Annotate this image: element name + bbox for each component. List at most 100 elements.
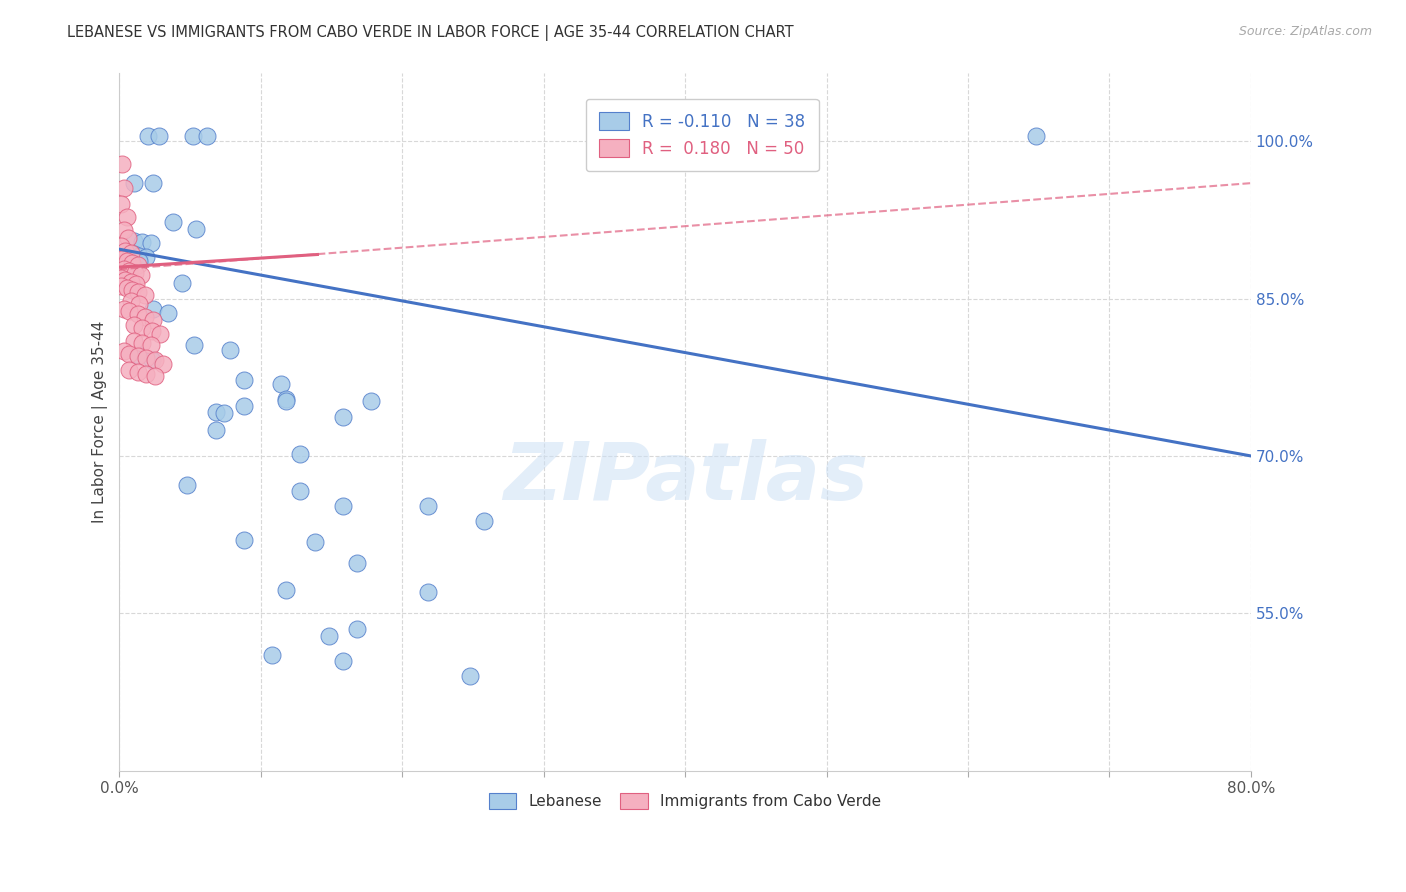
- Point: [290, 447, 312, 461]
- Point: [276, 394, 298, 409]
- Point: [112, 261, 135, 276]
- Point: [304, 535, 326, 549]
- Point: [118, 264, 141, 278]
- Point: [115, 281, 138, 295]
- Point: [318, 629, 340, 643]
- Point: [115, 210, 138, 224]
- Point: [183, 337, 205, 351]
- Point: [122, 247, 145, 261]
- Point: [135, 367, 157, 381]
- Point: [121, 256, 143, 270]
- Point: [141, 324, 163, 338]
- Point: [276, 583, 298, 598]
- Point: [142, 176, 165, 190]
- Point: [110, 260, 132, 274]
- Point: [184, 222, 207, 236]
- Y-axis label: In Labor Force | Age 35-44: In Labor Force | Age 35-44: [93, 320, 108, 523]
- Point: [111, 256, 134, 270]
- Point: [120, 246, 142, 260]
- Point: [127, 349, 149, 363]
- Point: [142, 312, 165, 326]
- Point: [128, 253, 150, 268]
- Point: [262, 648, 284, 663]
- Point: [346, 622, 368, 636]
- Point: [117, 246, 139, 260]
- Point: [118, 363, 141, 377]
- Point: [127, 365, 149, 379]
- Point: [114, 252, 136, 266]
- Point: [129, 268, 152, 283]
- Text: Source: ZipAtlas.com: Source: ZipAtlas.com: [1239, 25, 1372, 38]
- Point: [416, 500, 439, 514]
- Legend: Lebanese, Immigrants from Cabo Verde: Lebanese, Immigrants from Cabo Verde: [482, 787, 887, 815]
- Point: [332, 653, 354, 667]
- Point: [131, 321, 153, 335]
- Text: ZIPatlas: ZIPatlas: [502, 439, 868, 516]
- Point: [127, 258, 149, 272]
- Point: [124, 266, 146, 280]
- Point: [131, 335, 153, 350]
- Point: [118, 347, 141, 361]
- Point: [458, 669, 481, 683]
- Point: [212, 406, 235, 420]
- Point: [118, 304, 141, 318]
- Point: [121, 283, 143, 297]
- Point: [115, 253, 138, 268]
- Point: [181, 128, 204, 143]
- Point: [204, 423, 226, 437]
- Point: [232, 399, 254, 413]
- Point: [232, 533, 254, 547]
- Point: [111, 252, 134, 266]
- Text: LEBANESE VS IMMIGRANTS FROM CABO VERDE IN LABOR FORCE | AGE 35-44 CORRELATION CH: LEBANESE VS IMMIGRANTS FROM CABO VERDE I…: [67, 25, 794, 41]
- Point: [120, 293, 142, 308]
- Point: [416, 585, 439, 599]
- Point: [472, 514, 495, 528]
- Point: [332, 410, 354, 425]
- Point: [110, 270, 132, 285]
- Point: [290, 483, 312, 498]
- Point: [204, 405, 226, 419]
- Point: [110, 197, 132, 211]
- Point: [143, 353, 166, 368]
- Point: [112, 344, 135, 359]
- Point: [112, 301, 135, 316]
- Point: [170, 276, 193, 290]
- Point: [270, 376, 292, 391]
- Point: [360, 394, 382, 409]
- Point: [135, 351, 157, 366]
- Point: [218, 343, 240, 357]
- Point: [115, 257, 138, 271]
- Point: [127, 307, 149, 321]
- Point: [143, 369, 166, 384]
- Point: [122, 252, 145, 267]
- Point: [127, 348, 149, 362]
- Point: [176, 478, 198, 492]
- Point: [134, 288, 156, 302]
- Point: [114, 244, 136, 259]
- Point: [110, 239, 132, 253]
- Point: [346, 556, 368, 570]
- Point: [195, 128, 218, 143]
- Point: [111, 157, 134, 171]
- Point: [120, 275, 142, 289]
- Point: [139, 337, 162, 351]
- Point: [122, 234, 145, 248]
- Point: [122, 176, 145, 190]
- Point: [149, 327, 172, 342]
- Point: [142, 301, 165, 316]
- Point: [152, 357, 174, 371]
- Point: [127, 285, 149, 300]
- Point: [120, 257, 142, 271]
- Point: [276, 392, 298, 407]
- Point: [112, 181, 135, 195]
- Point: [117, 230, 139, 244]
- Point: [156, 306, 179, 320]
- Point: [128, 297, 150, 311]
- Point: [110, 279, 132, 293]
- Point: [136, 128, 159, 143]
- Point: [112, 223, 135, 237]
- Point: [118, 252, 141, 267]
- Point: [162, 215, 184, 229]
- Point: [139, 235, 162, 250]
- Point: [128, 248, 150, 262]
